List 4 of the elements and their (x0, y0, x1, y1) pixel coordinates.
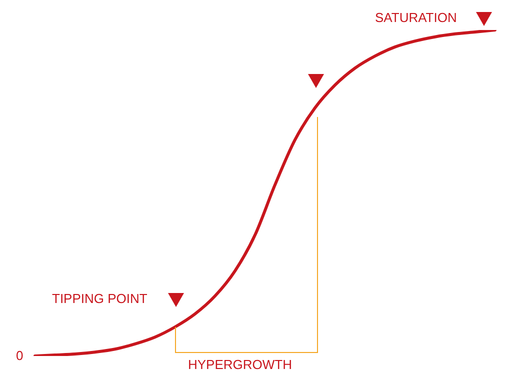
text: 0 (16, 348, 24, 363)
text: SATURATION (375, 10, 457, 25)
text: HYPERGROWTH (188, 357, 292, 372)
annotation: TIPPING POINT (52, 291, 148, 306)
